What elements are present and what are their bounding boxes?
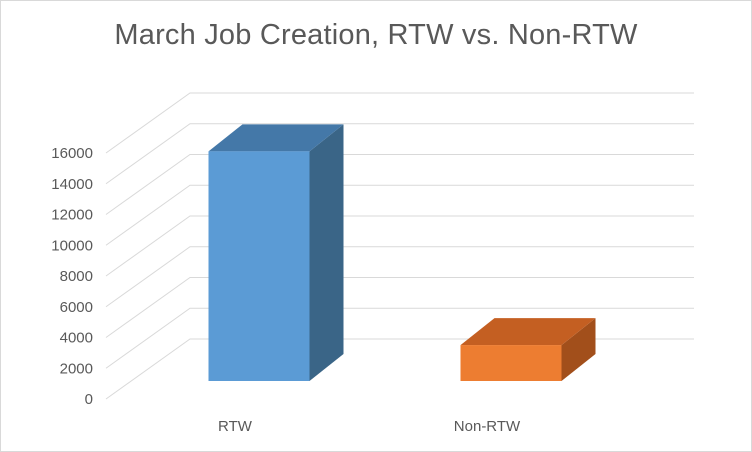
y-tick-label: 2000 (60, 360, 93, 377)
gridline (105, 277, 694, 338)
bar-top-face (208, 124, 344, 152)
y-tick-label: 12000 (51, 207, 93, 224)
y-tick-label: 14000 (51, 176, 93, 193)
y-tick-label: 16000 (51, 145, 93, 162)
gridlines (105, 92, 694, 400)
gridline (105, 307, 694, 369)
gridline (105, 184, 694, 246)
y-tick-label: 0 (85, 391, 93, 408)
gridline (105, 338, 694, 400)
gridline (105, 246, 694, 308)
y-axis-ticks: 0 2000 4000 6000 8000 10000 12000 14000 16000 (51, 145, 93, 408)
bar-front-face (208, 151, 310, 381)
bar-top-face (460, 318, 596, 346)
gridline (105, 92, 694, 154)
bar-side-face (309, 124, 344, 381)
y-tick-label: 6000 (60, 299, 93, 316)
bar-side-face (561, 318, 596, 381)
gridline (105, 154, 694, 215)
y-tick-label: 4000 (60, 330, 93, 347)
gridline (105, 215, 694, 277)
bar-front-face (460, 345, 562, 381)
gridline (105, 123, 694, 185)
bar-rtw[interactable] (208, 124, 344, 381)
y-tick-label: 8000 (60, 268, 93, 285)
y-tick-label: 10000 (51, 237, 93, 254)
x-category-label: Non-RTW (454, 418, 521, 435)
bar-non-rtw[interactable] (460, 318, 596, 381)
chart-title: March Job Creation, RTW vs. Non-RTW (114, 19, 638, 51)
x-category-label: RTW (218, 418, 253, 435)
